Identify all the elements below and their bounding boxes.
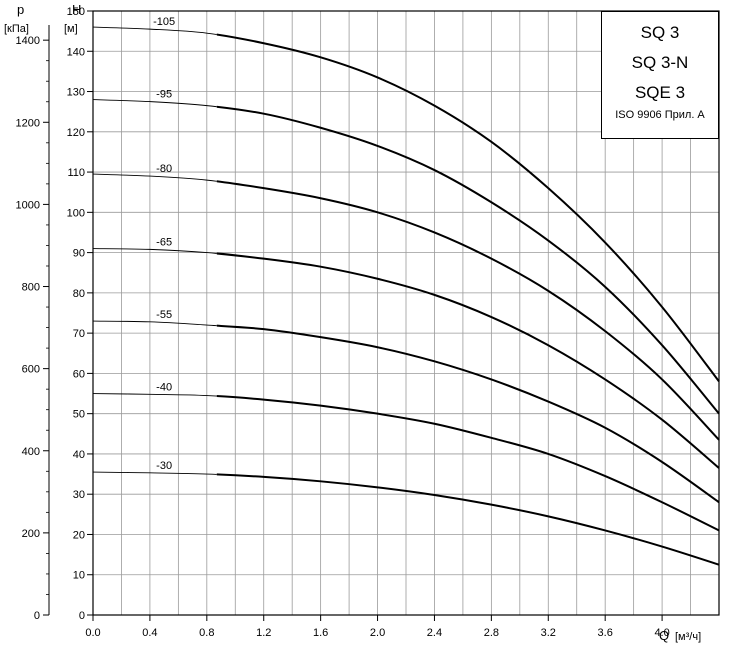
legend-line-3: SQE 3 <box>634 83 686 102</box>
y-head-tick-label: 50 <box>73 409 85 421</box>
curve-line <box>216 395 720 532</box>
curve-line <box>216 180 720 441</box>
curve-label: -40 <box>156 381 172 393</box>
x-tick-label: 2.4 <box>427 627 442 639</box>
y-head-tick-label: 40 <box>73 449 85 461</box>
curve-line-thin <box>92 99 217 108</box>
y-head-tick-label: 70 <box>73 328 85 340</box>
curve-line <box>216 473 720 566</box>
y-head-tick-label: 20 <box>73 529 85 541</box>
x-tick-label: 2.8 <box>484 627 499 639</box>
y-head-tick-label: 0 <box>79 610 85 622</box>
y-pressure-tick-label: 400 <box>22 446 40 458</box>
y-head-tick-label: 10 <box>73 570 85 582</box>
x-axis-symbol: Q <box>659 628 669 643</box>
curve-line <box>216 33 720 383</box>
curve-line <box>216 105 720 415</box>
curve-label: -105 <box>153 16 175 28</box>
y-pressure-symbol: p <box>17 2 24 17</box>
legend-line-2: SQ 3-N <box>631 53 689 72</box>
y-head-tick-label: 120 <box>67 127 85 139</box>
x-tick-label: 1.6 <box>313 627 328 639</box>
y-head-tick-label: 140 <box>67 46 85 58</box>
x-tick-label: 0.0 <box>85 627 100 639</box>
curve-line-thin <box>92 26 217 35</box>
curve-series-minus65: -65 <box>92 236 720 469</box>
y-head-tick-label: 90 <box>73 248 85 260</box>
curve-line <box>216 252 720 469</box>
curve-series-minus105: -105 <box>92 16 720 383</box>
x-tick-label: 4.0 <box>654 627 669 639</box>
curve-label: -65 <box>156 236 172 248</box>
curve-line-thin <box>92 471 217 475</box>
y-head-tick-label: 80 <box>73 288 85 300</box>
curve-line <box>216 324 720 504</box>
y-pressure-tick-label: 800 <box>22 282 40 294</box>
y-head-tick-label: 130 <box>67 87 85 99</box>
curve-series-minus95: -95 <box>92 89 720 415</box>
y-head-tick-label: 30 <box>73 489 85 501</box>
grid <box>93 10 719 615</box>
curve-line-thin <box>92 393 217 397</box>
y-head-tick-label: 60 <box>73 368 85 380</box>
curve-series-minus30: -30 <box>92 460 720 566</box>
curve-line-thin <box>92 320 217 327</box>
y-pressure-tick-label: 1400 <box>16 35 40 47</box>
y-pressure-tick-label: 600 <box>22 364 40 376</box>
curve-label: -95 <box>156 89 172 101</box>
curve-series-minus80: -80 <box>92 163 720 441</box>
plot-border <box>92 10 720 616</box>
curve-label: -30 <box>156 460 172 472</box>
legend-line-1: SQ 3 <box>640 23 680 42</box>
y-pressure-tick-label: 200 <box>22 528 40 540</box>
curve-label: -55 <box>156 309 172 321</box>
x-tick-label: 1.2 <box>256 627 271 639</box>
x-tick-label: 3.2 <box>541 627 556 639</box>
y-head-tick-label: 110 <box>67 167 85 179</box>
x-tick-label: 0.4 <box>142 627 157 639</box>
y-head-tick-label: 100 <box>67 207 85 219</box>
legend-note: ISO 9906 Прил. А <box>615 109 705 121</box>
plot-frame <box>92 10 720 616</box>
curve-label: -80 <box>156 163 172 175</box>
curve-series-minus40: -40 <box>92 381 720 532</box>
x-tick-label: 2.0 <box>370 627 385 639</box>
x-tick-label: 0.8 <box>199 627 214 639</box>
y-pressure-tick-label: 1200 <box>16 117 40 129</box>
y-head-unit: [м] <box>64 23 78 35</box>
y-head-tick-label: 150 <box>67 6 85 18</box>
curve-line-thin <box>92 173 217 182</box>
x-axis-unit: [м³/ч] <box>675 631 701 643</box>
curve-line-thin <box>92 248 217 254</box>
y-pressure-tick-label: 1000 <box>16 199 40 211</box>
y-pressure-tick-label: 0 <box>34 610 40 622</box>
curve-series-minus55: -55 <box>92 309 720 504</box>
y-pressure-unit: [кПа] <box>4 23 29 35</box>
y-head-symbol: H <box>72 2 81 17</box>
curves: -105 -95 -80 -65 -55 -40 -30 <box>92 16 720 566</box>
legend: SQ 3 SQ 3-N SQE 3 ISO 9906 Прил. А <box>601 11 719 139</box>
axes: 0 10 20 30 40 50 60 70 80 90 100 110 120 130 140 150 0 20… <box>16 6 670 639</box>
x-tick-label: 3.6 <box>598 627 613 639</box>
